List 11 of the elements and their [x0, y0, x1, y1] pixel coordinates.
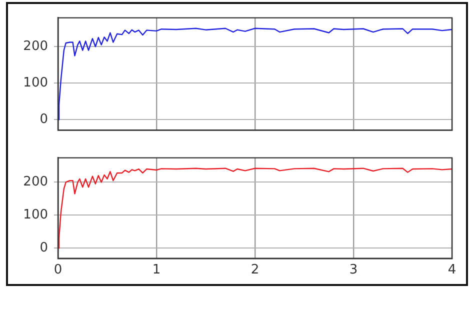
y-tick-label: 0: [40, 112, 48, 127]
y-tick-label: 100: [23, 76, 48, 90]
y-tick-label: 0: [40, 240, 48, 256]
y-tick-label: 200: [23, 174, 48, 190]
y-tick-label: 100: [23, 208, 48, 223]
x-tick-label: 4: [448, 262, 456, 278]
x-tick-label: 3: [349, 262, 358, 278]
x-tick-label: 2: [250, 262, 260, 278]
x-tick-label: 1: [152, 262, 161, 278]
x-tick-label: 0: [54, 262, 62, 278]
y-tick-label: 200: [23, 39, 48, 54]
